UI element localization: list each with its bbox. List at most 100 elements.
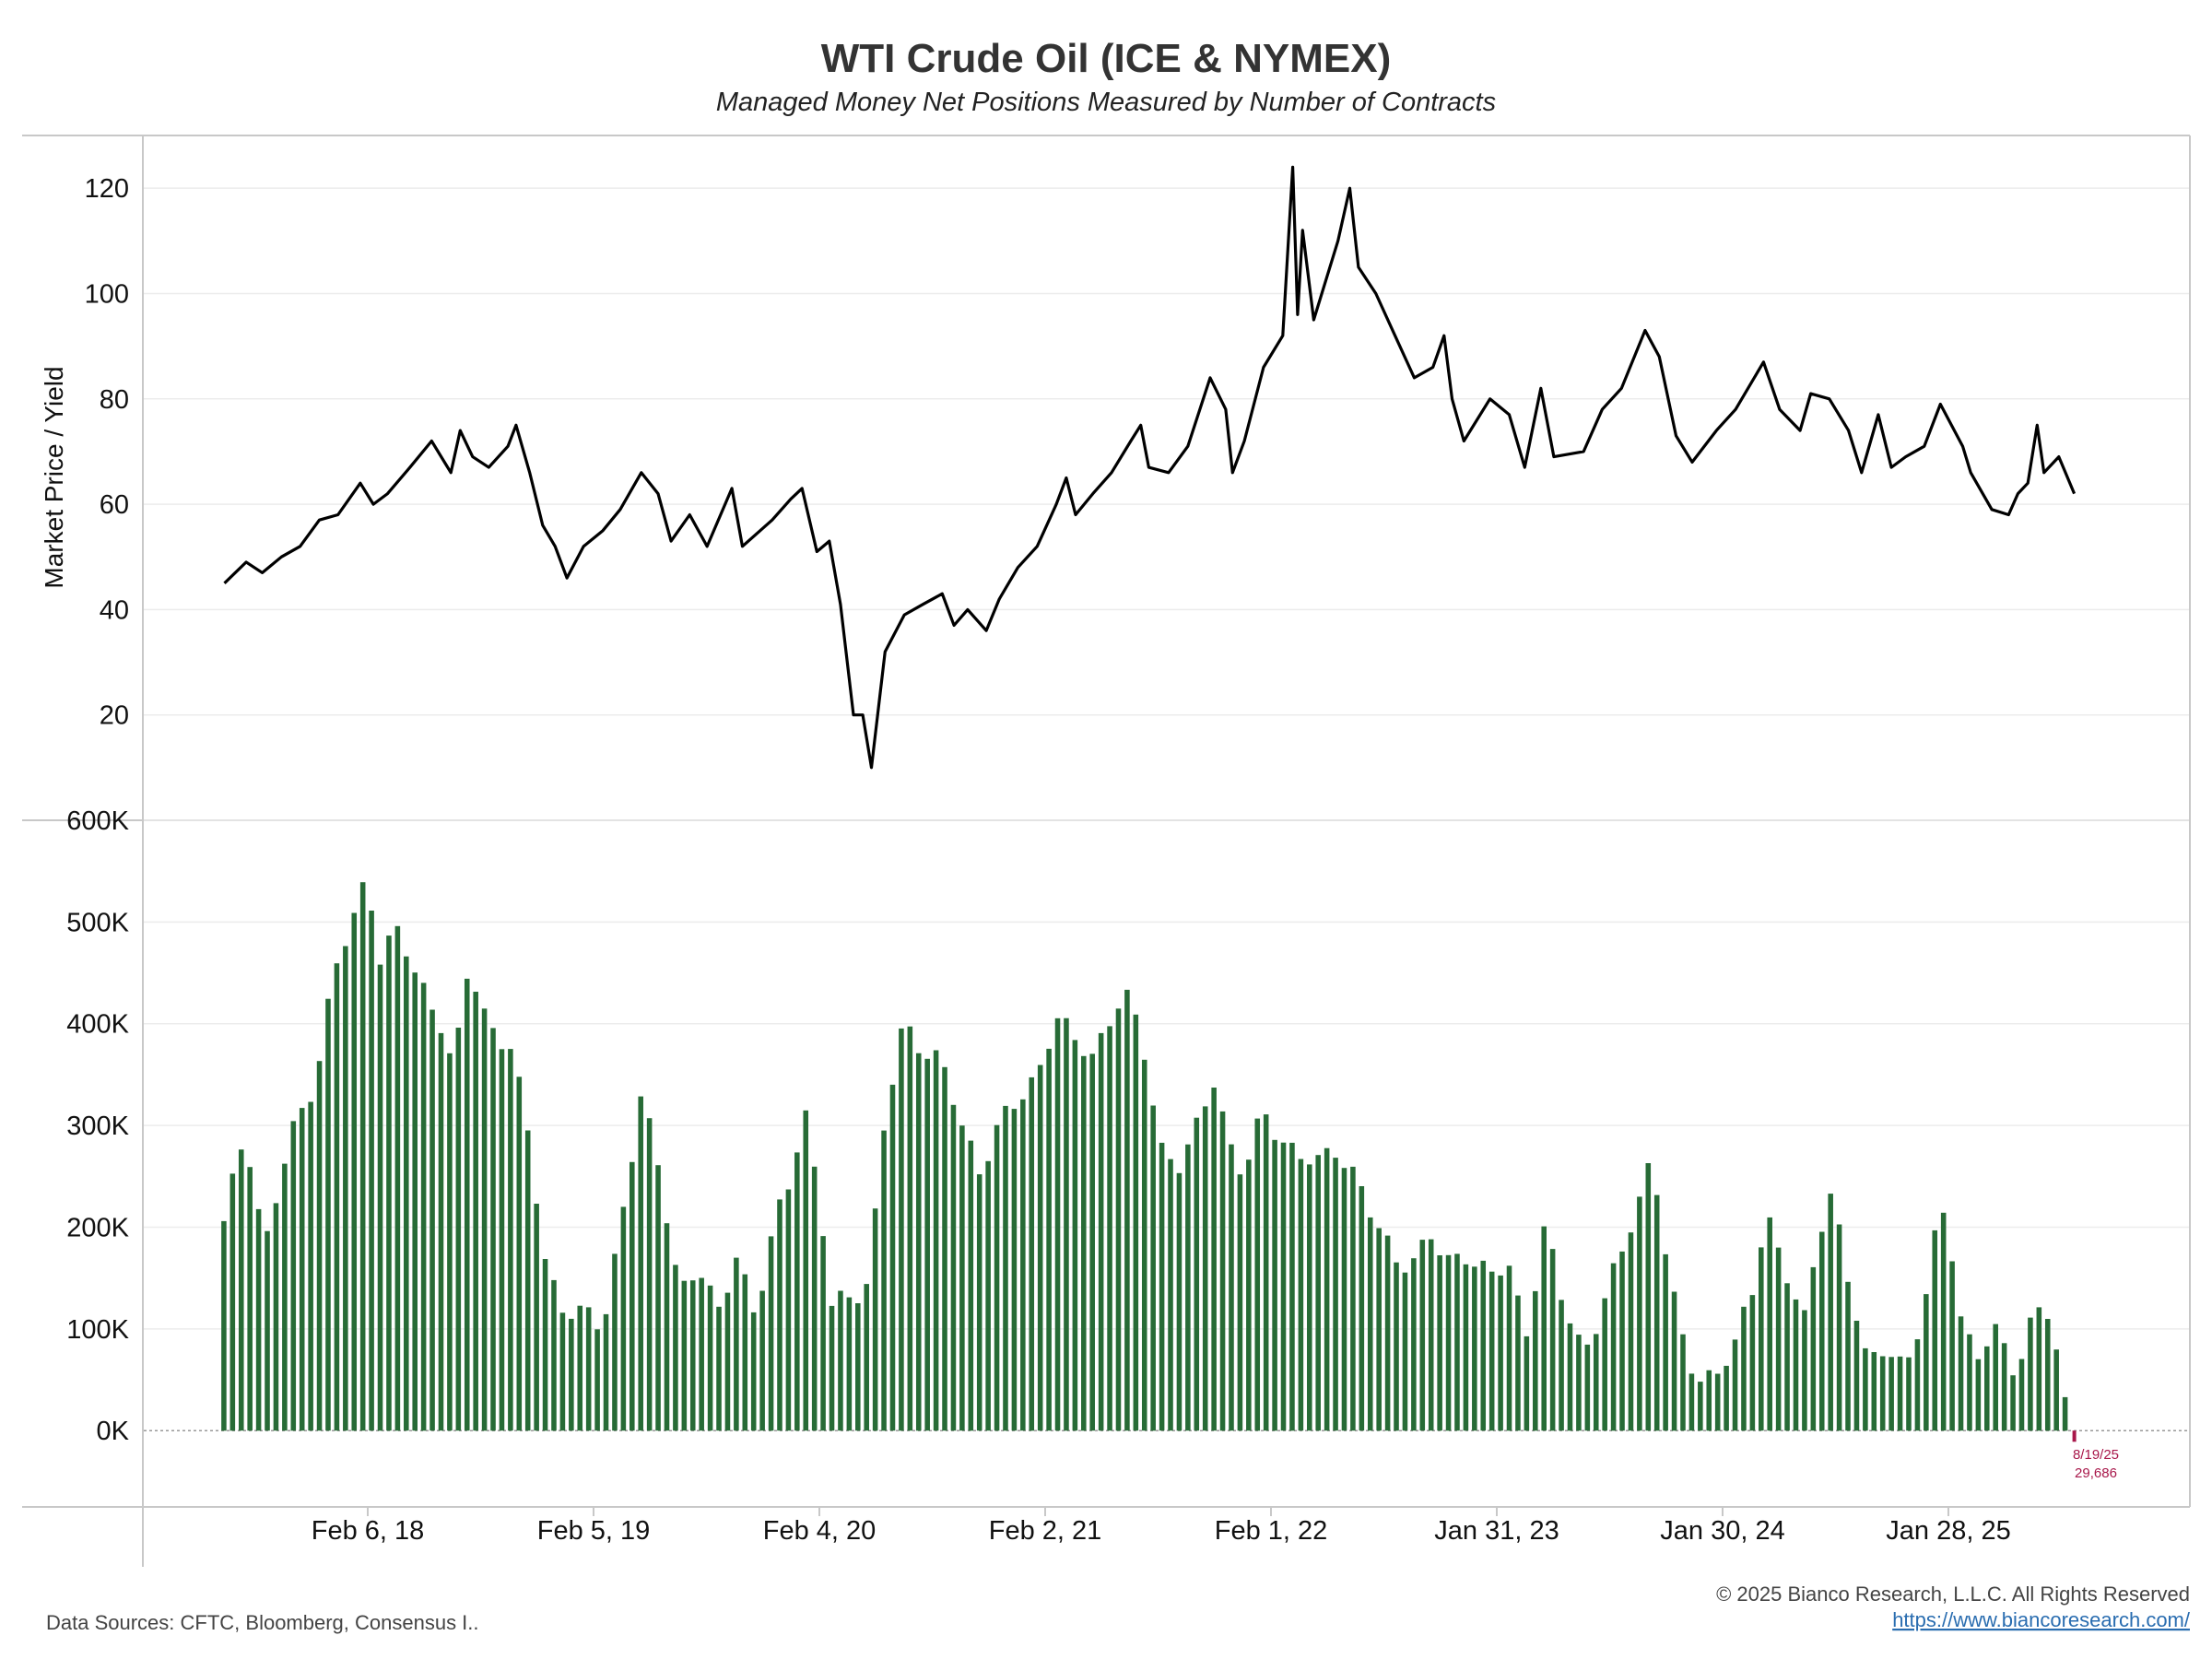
top-panel-y-axis-label: Market Price / Yield	[40, 366, 68, 588]
position-bar	[1897, 1356, 1903, 1431]
position-bar	[1394, 1262, 1399, 1431]
position-bar	[1229, 1144, 1234, 1431]
position-bar	[1480, 1260, 1487, 1431]
position-bar	[1402, 1272, 1408, 1431]
top-y-tick-label: 120	[85, 174, 129, 204]
position-bar	[811, 1166, 818, 1431]
position-bar	[1993, 1324, 1998, 1431]
top-y-tick-label: 20	[100, 701, 129, 731]
position-bar	[438, 1032, 444, 1431]
position-bar	[1584, 1344, 1591, 1431]
position-bar	[1949, 1261, 1955, 1431]
position-bar	[282, 1163, 288, 1431]
position-bar	[1853, 1321, 1860, 1431]
position-bar	[1263, 1114, 1269, 1431]
position-bar	[1619, 1251, 1625, 1431]
position-bar	[1775, 1247, 1782, 1431]
last-value-date: 8/19/25	[2073, 1447, 2119, 1463]
position-bar	[1688, 1373, 1695, 1431]
position-bar	[1437, 1255, 1442, 1431]
position-bar	[794, 1152, 800, 1431]
position-bar	[2001, 1343, 2007, 1431]
x-tick-label: Feb 1, 22	[1215, 1516, 1328, 1546]
x-tick-label: Feb 6, 18	[312, 1516, 425, 1546]
position-bar	[872, 1208, 878, 1431]
position-bar	[1958, 1316, 1964, 1431]
position-bar	[404, 956, 409, 1431]
position-bar	[1610, 1263, 1617, 1431]
position-bar	[629, 1161, 635, 1431]
position-bar	[1653, 1194, 1660, 1431]
position-bar	[1046, 1048, 1052, 1431]
position-bar	[1879, 1356, 1886, 1431]
position-bar	[942, 1066, 947, 1431]
position-bar	[750, 1312, 757, 1431]
position-bar	[707, 1285, 713, 1431]
position-bar	[1463, 1264, 1469, 1431]
bottom-y-tick-label: 200K	[66, 1213, 129, 1242]
position-bar	[864, 1284, 869, 1431]
position-bar	[1863, 1347, 1868, 1431]
position-bar	[377, 964, 383, 1431]
position-bar	[1984, 1346, 1990, 1431]
position-bar	[1168, 1159, 1173, 1431]
position-bar	[924, 1058, 930, 1431]
position-bar	[594, 1329, 600, 1431]
position-bar	[1298, 1159, 1304, 1431]
position-bar	[1359, 1186, 1365, 1431]
position-bar	[1384, 1235, 1391, 1431]
position-bar	[968, 1140, 974, 1431]
position-bar	[1637, 1196, 1642, 1431]
x-tick-label: Jan 31, 23	[1434, 1516, 1559, 1546]
position-bar	[1593, 1334, 1599, 1431]
position-bar	[447, 1053, 453, 1431]
position-bar	[1924, 1294, 1929, 1431]
position-bar	[290, 1121, 297, 1431]
position-bar	[464, 978, 470, 1431]
position-bar	[273, 1203, 279, 1431]
position-bar	[1732, 1339, 1738, 1431]
position-bar	[1888, 1357, 1894, 1431]
chart-subtitle: Managed Money Net Positions Measured by …	[716, 88, 1496, 117]
position-bar	[508, 1049, 513, 1431]
position-bar	[699, 1277, 704, 1431]
position-bar	[1793, 1299, 1799, 1431]
website-link[interactable]: https://www.biancoresearch.com/	[1892, 1608, 2191, 1631]
position-bar	[1428, 1239, 1434, 1431]
position-bar	[490, 1028, 496, 1431]
position-bar	[889, 1084, 896, 1431]
position-bar	[1472, 1266, 1477, 1431]
position-bar	[1871, 1352, 1877, 1431]
x-axis-ticks: Feb 6, 18 Feb 5, 19 Feb 4, 20 Feb 2, 21 Feb …	[312, 1507, 2011, 1546]
bottom-y-tick-label: 500K	[66, 908, 129, 937]
position-bar	[1663, 1253, 1668, 1431]
position-bar	[785, 1189, 792, 1431]
position-bar	[1202, 1106, 1208, 1431]
position-bar	[247, 1167, 253, 1431]
position-bar	[577, 1305, 583, 1431]
position-bar	[716, 1306, 722, 1431]
position-bar	[1810, 1266, 1817, 1431]
position-bar	[2044, 1319, 2051, 1431]
position-bar	[308, 1101, 313, 1431]
position-bar	[221, 1220, 227, 1431]
position-bar	[1932, 1230, 1938, 1431]
chart-title: WTI Crude Oil (ICE & NYMEX)	[821, 36, 1391, 81]
x-tick-label: Feb 5, 19	[537, 1516, 651, 1546]
position-bar	[820, 1236, 826, 1431]
position-bar	[1818, 1231, 1825, 1431]
position-bar	[255, 1208, 262, 1431]
position-bar	[569, 1318, 574, 1431]
position-bar	[1498, 1275, 1503, 1431]
position-bar	[1975, 1359, 1982, 1431]
position-bar	[559, 1312, 566, 1431]
position-bar	[655, 1165, 661, 1431]
position-bar	[1115, 1008, 1122, 1431]
position-bar	[1828, 1194, 1833, 1431]
position-bar	[1628, 1232, 1634, 1431]
position-bar	[803, 1110, 809, 1431]
position-bar	[1759, 1247, 1764, 1431]
position-bar	[369, 911, 374, 1431]
position-bar	[1541, 1226, 1547, 1431]
